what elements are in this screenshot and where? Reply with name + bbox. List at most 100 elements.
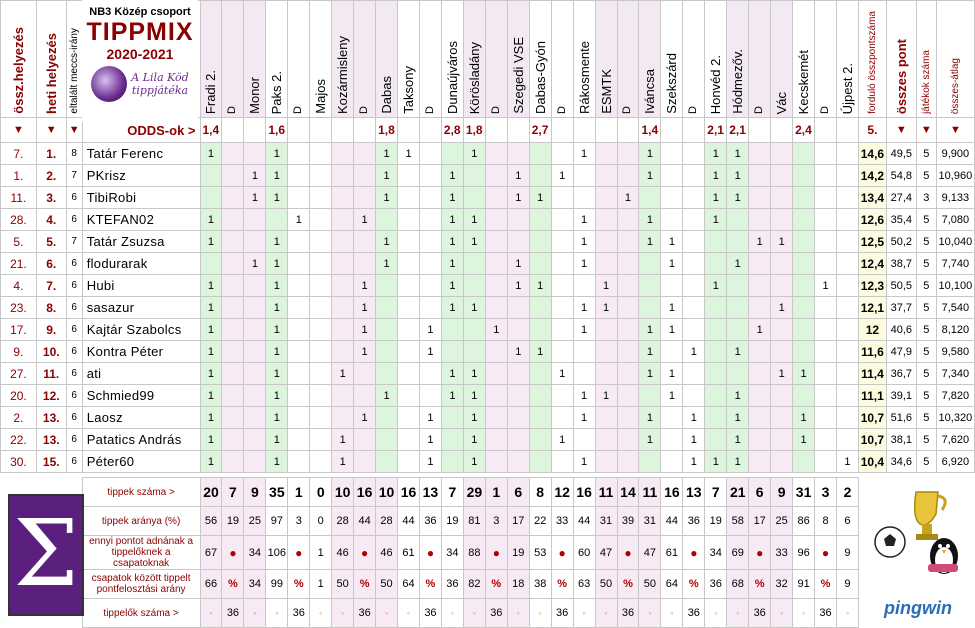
hits-count: 6 bbox=[65, 340, 83, 363]
stats-value: ● bbox=[814, 535, 837, 570]
stats-value: 44 bbox=[572, 506, 596, 536]
lila-kod-logo: A Lila Köd tippjátéka bbox=[82, 66, 198, 102]
tip-cell bbox=[418, 164, 442, 187]
games-count: 5 bbox=[915, 318, 937, 341]
tip-cell bbox=[375, 274, 399, 297]
sort-arrow-icon[interactable]: ▼ bbox=[0, 117, 37, 143]
odds-value bbox=[616, 117, 640, 143]
player-row[interactable]: 27. 11. 6 ati 1 1 1 1 1 1 1 1 1 1 11,4 36,7 5 7,340 bbox=[0, 362, 975, 385]
player-row[interactable]: 22. 13. 6 Patatics András 1 1 1 1 1 1 1 1 1 1 10,7 38,1… bbox=[0, 428, 975, 451]
tip-cell: 1 bbox=[462, 142, 486, 165]
average: 6,920 bbox=[935, 450, 975, 473]
tip-cell: 1 bbox=[199, 296, 223, 319]
player-row[interactable]: 5. 5. 7 Tatár Zsuzsa 1 1 1 1 1 1 1 1 1 1 12,5 50,2 5 10,0… bbox=[0, 230, 975, 253]
tip-cell bbox=[199, 186, 223, 209]
odds-value: 2,1 bbox=[726, 117, 750, 143]
player-row[interactable]: 2. 13. 6 Laosz 1 1 1 1 1 1 1 1 1 1 10,7 51,6 5 10,320 bbox=[0, 406, 975, 429]
player-name: TibiRobi bbox=[81, 186, 201, 209]
tip-cell bbox=[726, 230, 750, 253]
player-row[interactable]: 28. 4. 6 KTEFAN02 1 1 1 1 1 1 1 1 12,6 35,4 5 7,080 bbox=[0, 208, 975, 231]
season: 2020-2021 bbox=[106, 46, 174, 62]
player-row[interactable]: 11. 3. 6 TibiRobi 1 1 1 1 1 1 1 1 1 13,4 27,4 3 9,133 bbox=[0, 186, 975, 209]
odds-value bbox=[309, 117, 333, 143]
tagline: A Lila Köd tippjátéka bbox=[131, 71, 189, 97]
tip-cell bbox=[770, 450, 794, 473]
stats-value: 9 bbox=[836, 569, 859, 599]
odds-value bbox=[353, 117, 377, 143]
hits-count: 6 bbox=[65, 318, 83, 341]
tip-cell bbox=[243, 142, 267, 165]
odds-value bbox=[748, 117, 772, 143]
sort-arrow-icon[interactable]: ▼ bbox=[935, 117, 975, 143]
tip-cell: 1 bbox=[397, 142, 420, 165]
tip-cell bbox=[309, 340, 333, 363]
tip-cell: 1 bbox=[638, 318, 662, 341]
player-row[interactable]: 20. 12. 6 Schmied99 1 1 1 1 1 1 1 1 1 11,1 39,1 5 7,820 bbox=[0, 384, 975, 407]
tip-cell: 1 bbox=[506, 340, 530, 363]
stats-value: % bbox=[748, 569, 772, 599]
tip-cell bbox=[770, 142, 794, 165]
tip-cell bbox=[397, 296, 420, 319]
tip-cell bbox=[309, 318, 333, 341]
average: 7,740 bbox=[935, 252, 975, 275]
tip-cell bbox=[397, 340, 420, 363]
games-count: 5 bbox=[915, 208, 937, 231]
stats-label: tippek száma > bbox=[81, 477, 201, 507]
match-home: Kecskemét bbox=[792, 0, 816, 118]
tip-cell: 1 bbox=[462, 384, 486, 407]
odds-value: 1,8 bbox=[375, 117, 399, 143]
player-name: ati bbox=[81, 362, 201, 385]
tip-cell: 1 bbox=[265, 164, 289, 187]
sort-arrow-icon[interactable]: ▼ bbox=[65, 117, 83, 143]
stats-value: 0 bbox=[309, 477, 333, 507]
tip-cell bbox=[375, 362, 399, 385]
sort-arrow-icon[interactable]: ▼ bbox=[885, 117, 917, 143]
tip-cell: 1 bbox=[353, 296, 377, 319]
odds-value bbox=[397, 117, 420, 143]
match-home: Szekszárd bbox=[660, 0, 684, 118]
tip-cell bbox=[770, 406, 794, 429]
player-row[interactable]: 1. 2. 7 PKrisz 1 1 1 1 1 1 1 1 1 14,2 54,8 5 10,960 bbox=[0, 164, 975, 187]
tip-cell bbox=[287, 406, 311, 429]
player-row[interactable]: 7. 1. 8 Tatár Ferenc 1 1 1 1 1 1 1 1 1 14,6 49,5 5 9,900 bbox=[0, 142, 975, 165]
tip-cell bbox=[375, 450, 399, 473]
tip-cell bbox=[616, 340, 640, 363]
player-row[interactable]: 4. 7. 6 Hubi 1 1 1 1 1 1 1 1 1 12,3 50,5 5 10,100 bbox=[0, 274, 975, 297]
sort-arrow-icon[interactable]: ▼ bbox=[35, 117, 67, 143]
tip-cell: 1 bbox=[199, 142, 223, 165]
tip-cell bbox=[287, 450, 311, 473]
tip-cell bbox=[440, 318, 464, 341]
stats-row: tippelők száma > ◦ 36 ◦ ◦ 36 ◦ ◦ 36 ◦ ◦ 36 ◦ ◦ 36 ◦ ◦ 36 ◦… bbox=[1, 598, 975, 628]
tip-cell: 1 bbox=[594, 384, 618, 407]
total-points: 27,4 bbox=[885, 186, 917, 209]
player-row[interactable]: 30. 15. 6 Péter60 1 1 1 1 1 1 1 1 1 1 10,4 34,6 5 6,920 bbox=[0, 450, 975, 473]
tip-cell bbox=[792, 340, 816, 363]
tip-cell bbox=[221, 318, 245, 341]
tip-cell bbox=[397, 318, 420, 341]
player-row[interactable]: 9. 10. 6 Kontra Péter 1 1 1 1 1 1 1 1 1 11,6 47,9 5 9,58… bbox=[0, 340, 975, 363]
tip-cell bbox=[550, 340, 574, 363]
round-total: 12,1 bbox=[857, 296, 887, 319]
sort-arrow-icon[interactable]: ▼ bbox=[915, 117, 937, 143]
player-row[interactable]: 21. 6. 6 flodurarak 1 1 1 1 1 1 1 1 12,4 38,7 5 7,740 bbox=[0, 252, 975, 275]
player-row[interactable]: 17. 9. 6 Kajtár Szabolcs 1 1 1 1 1 1 1 1 1 12 40,6 5 8,1… bbox=[0, 318, 975, 341]
odds-value: 1,8 bbox=[462, 117, 486, 143]
hits-count: 7 bbox=[65, 230, 83, 253]
tip-cell bbox=[506, 450, 530, 473]
tip-cell bbox=[616, 428, 640, 451]
tip-cell bbox=[484, 164, 508, 187]
weekly-rank: 11. bbox=[35, 362, 67, 385]
tip-cell bbox=[528, 384, 552, 407]
hits-count: 6 bbox=[65, 406, 83, 429]
player-row[interactable]: 23. 8. 6 sasazur 1 1 1 1 1 1 1 1 1 12,1 37,7 5 7,540 bbox=[0, 296, 975, 319]
tip-cell bbox=[462, 274, 486, 297]
tip-cell: 1 bbox=[616, 186, 640, 209]
stats-value: 2 bbox=[836, 477, 859, 507]
tip-cell bbox=[814, 450, 837, 473]
stats-value: 7 bbox=[704, 477, 728, 507]
stats-value: 36 bbox=[484, 598, 508, 628]
stats-value: % bbox=[550, 569, 574, 599]
stats-value: 32 bbox=[770, 569, 794, 599]
tip-cell bbox=[440, 428, 464, 451]
